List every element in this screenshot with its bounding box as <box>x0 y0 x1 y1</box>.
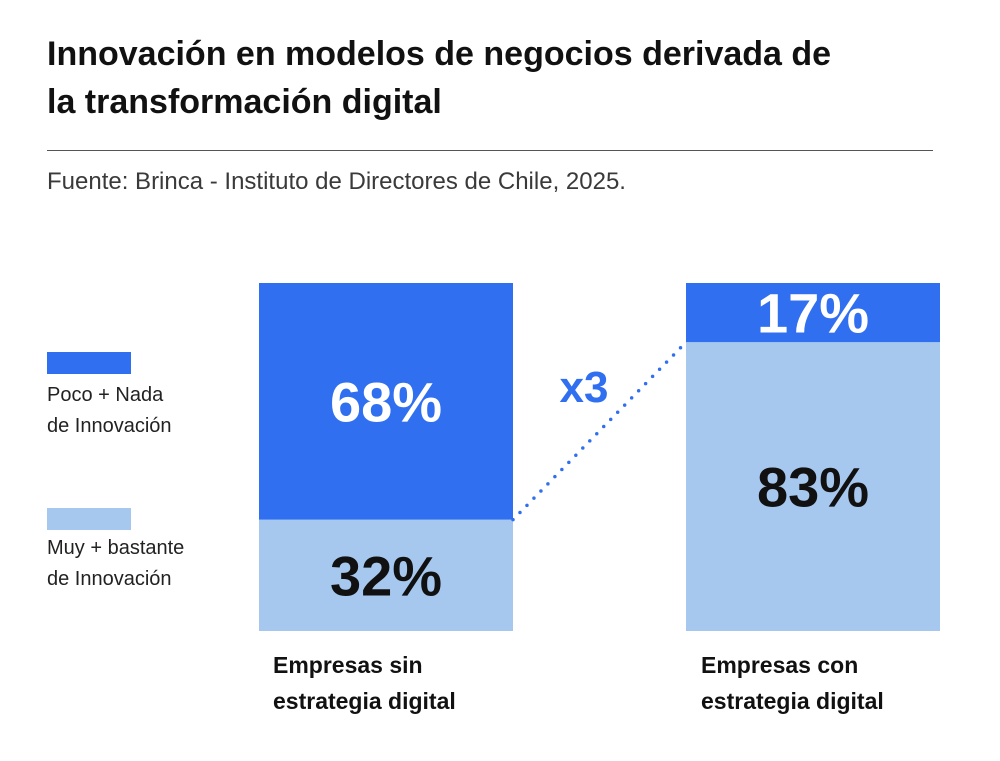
data-label-poco-nada-0: 68% <box>330 370 442 433</box>
legend-label-poco-nada-line1: Poco + Nada <box>47 384 164 406</box>
category-label-con: Empresas con estrategia digital <box>701 647 961 719</box>
category-label-con-line1: Empresas con <box>701 652 859 678</box>
legend-label-poco-nada-line2: de Innovación <box>47 415 172 437</box>
chart-title: Innovación en modelos de negocios deriva… <box>47 30 947 126</box>
title-line-2: la transformación digital <box>47 83 442 121</box>
legend-swatch-muy-bastante <box>47 508 131 530</box>
data-label-poco-nada-1: 17% <box>757 282 869 345</box>
legend-label-poco-nada: Poco + Nada de Innovación <box>47 380 247 442</box>
comparison-dotted-line <box>511 340 688 522</box>
category-label-sin: Empresas sin estrategia digital <box>273 647 533 719</box>
legend-swatch-poco-nada <box>47 352 131 374</box>
bar-segment-poco-nada-0 <box>259 283 513 520</box>
data-label-muy-bastante-0: 32% <box>330 544 442 607</box>
category-label-sin-line1: Empresas sin <box>273 652 423 678</box>
multiplier-annotation: x3 <box>560 363 609 412</box>
bar-segment-poco-nada-1 <box>686 283 940 343</box>
data-label-muy-bastante-1: 83% <box>757 456 869 519</box>
legend-label-muy-bastante: Muy + bastante de Innovación <box>47 533 247 595</box>
source-text: Fuente: Brinca - Instituto de Directores… <box>47 168 626 195</box>
title-divider <box>47 150 933 151</box>
bar-segment-muy-bastante-1 <box>686 342 940 631</box>
legend-label-muy-bastante-line2: de Innovación <box>47 568 172 590</box>
category-label-con-line2: estrategia digital <box>701 688 884 714</box>
category-label-sin-line2: estrategia digital <box>273 688 456 714</box>
title-line-1: Innovación en modelos de negocios deriva… <box>47 35 832 73</box>
bar-segment-muy-bastante-0 <box>259 519 513 631</box>
legend-label-muy-bastante-line1: Muy + bastante <box>47 537 185 559</box>
